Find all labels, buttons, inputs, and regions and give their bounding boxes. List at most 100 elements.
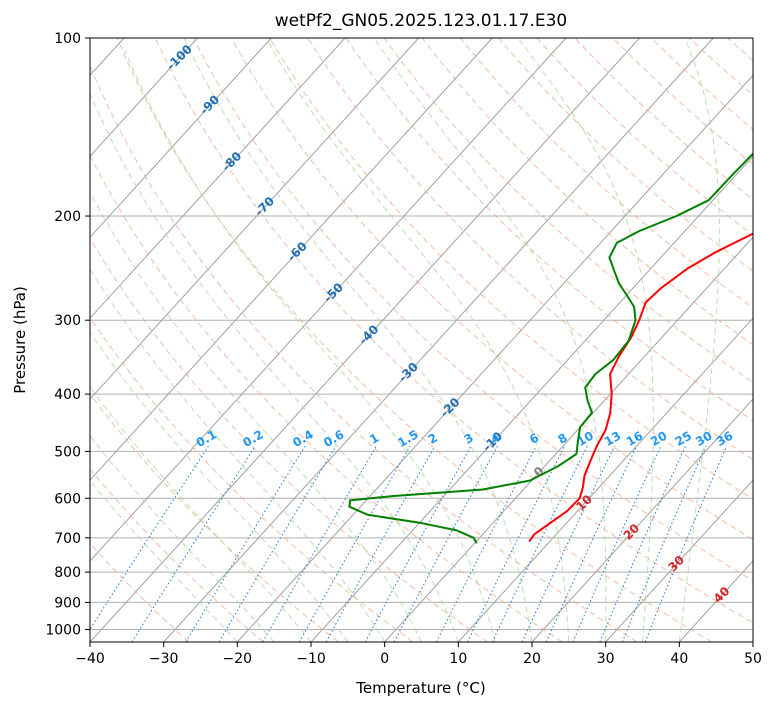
mixing-ratio-line	[90, 445, 209, 631]
moist-adiabat	[90, 191, 422, 642]
dry-adiabat	[766, 38, 775, 642]
y-tick-label: 500	[54, 444, 81, 460]
x-tick-label: 20	[523, 651, 541, 667]
mixing-ratio-label: 1	[367, 431, 381, 447]
x-tick-label: −20	[223, 651, 253, 667]
dry-adiabat	[90, 393, 339, 642]
isotherm-line	[90, 38, 640, 642]
dry-adiabat	[269, 38, 753, 500]
mixing-ratio-line	[364, 445, 472, 642]
dry-adiabat	[192, 38, 753, 582]
mixing-ratio-line	[491, 445, 588, 642]
mixing-ratio-label: 8	[555, 431, 569, 447]
moist-adiabat	[90, 92, 459, 642]
dry-adiabat	[727, 38, 753, 62]
mixing-ratio-label: 0.6	[321, 427, 346, 450]
y-tick-label: 700	[54, 531, 81, 547]
dry-adiabat	[345, 38, 753, 422]
dry-adiabat	[230, 38, 753, 541]
x-tick-label: 40	[670, 651, 688, 667]
chart-title: wetPf2_GN05.2025.123.01.17.E30	[275, 11, 567, 31]
mixing-ratio-line	[218, 445, 337, 642]
mixing-ratio-label: 0.4	[290, 427, 315, 450]
dry-adiabat	[307, 38, 753, 461]
isotherm-line	[90, 38, 419, 400]
moist-adiabat	[90, 386, 312, 642]
background-lines	[90, 38, 775, 642]
moist-adiabat	[124, 50, 496, 642]
mixing-ratio-label: 0.2	[240, 427, 265, 450]
moist-adiabat	[373, 38, 607, 642]
isotherm-line	[90, 38, 272, 238]
isotherm-line	[384, 236, 753, 642]
moist-adiabat	[90, 435, 275, 642]
mixing-ratio-label: 16	[624, 428, 645, 448]
moist-adiabat	[90, 268, 386, 642]
x-tick-label: 0	[380, 651, 389, 667]
mixing-ratio-label: 20	[648, 428, 669, 448]
isotherm-line	[90, 38, 493, 481]
moist-adiabat	[678, 38, 720, 642]
dry-adiabat	[116, 38, 712, 642]
mixing-ratio-line	[572, 445, 662, 642]
mixing-ratio-line	[185, 445, 306, 642]
dry-adiabat	[536, 38, 753, 236]
x-tick-label: 30	[597, 651, 615, 667]
y-tick-label: 900	[54, 595, 81, 611]
dry-adiabat	[154, 38, 753, 624]
isotherm-line	[236, 74, 753, 642]
dry-adiabat	[90, 542, 190, 642]
y-tick-label: 300	[54, 313, 81, 329]
moist-adiabat	[90, 331, 349, 642]
isotherm-line	[457, 317, 753, 642]
dry-adiabat	[90, 237, 488, 642]
x-tick-label: −40	[75, 651, 105, 667]
dry-adiabat	[90, 154, 563, 642]
y-axis-label: Pressure (hPa)	[11, 286, 29, 394]
mixing-ratio-label: 3	[462, 431, 476, 447]
dry-adiabat	[650, 38, 753, 130]
x-tick-label: 10	[449, 651, 467, 667]
moist-adiabat	[265, 38, 570, 642]
mixing-ratio-line	[435, 445, 537, 642]
mixing-ratio-label: 0.1	[194, 427, 219, 450]
mixing-ratio-label: 25	[673, 428, 694, 448]
isotherm-line	[605, 479, 753, 642]
dry-adiabat	[383, 38, 753, 383]
mixing-ratio-label: 6	[527, 431, 541, 447]
y-tick-label: 200	[54, 209, 81, 225]
x-tick-label: −30	[149, 651, 179, 667]
mixing-ratio-label: 2	[426, 431, 440, 447]
mixing-ratio-line	[298, 445, 411, 642]
mixing-ratio-label: 30	[693, 428, 714, 448]
isotherm-line	[752, 641, 753, 642]
isotherm-line	[90, 38, 567, 562]
x-tick-label: 50	[744, 651, 762, 667]
mixing-ratio-line	[325, 445, 436, 642]
dry-adiabat	[460, 38, 753, 309]
mixing-ratio-line	[599, 445, 686, 642]
profiles	[348, 152, 753, 544]
x-axis-label: Temperature (°C)	[355, 679, 485, 697]
dry-adiabat	[421, 38, 753, 346]
mixing-ratio-line	[644, 445, 728, 642]
dry-adiabat	[90, 468, 264, 642]
y-tick-label: 1000	[45, 622, 81, 638]
plot-frame	[89, 37, 754, 643]
isotherm-line	[90, 38, 346, 319]
y-tick-label: 600	[54, 491, 81, 507]
isotherm-line	[90, 38, 198, 157]
y-tick-label: 400	[54, 387, 81, 403]
mixing-ratio-line	[131, 445, 256, 642]
x-axis-ticks: −40 −30 −20 −10 0 10 20 30 40 50	[75, 642, 762, 667]
moist-adiabat	[517, 38, 654, 642]
dry-adiabat	[688, 38, 753, 96]
y-tick-label: 100	[54, 31, 81, 47]
isotherm-line	[531, 398, 753, 642]
isotherm-line	[163, 38, 714, 642]
x-tick-label: −10	[296, 651, 326, 667]
temperature-profile	[528, 232, 753, 543]
y-tick-label: 800	[54, 565, 81, 581]
